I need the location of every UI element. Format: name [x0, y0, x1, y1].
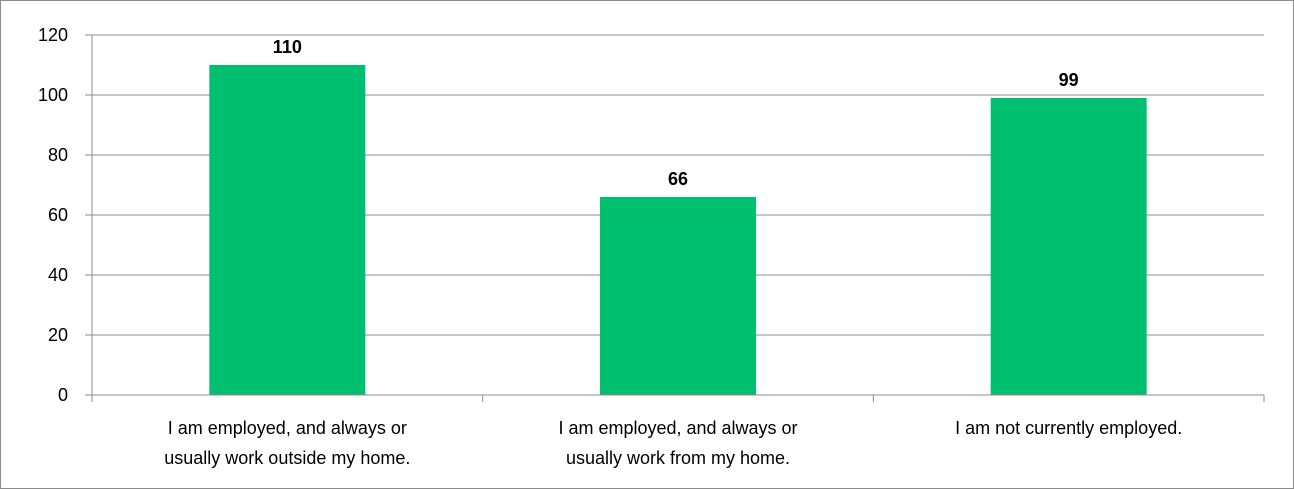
y-tick-label: 40	[48, 265, 68, 285]
y-tick-label: 80	[48, 145, 68, 165]
bar	[209, 65, 366, 395]
y-tick-label: 100	[38, 85, 68, 105]
x-category-label: usually work from my home.	[566, 448, 790, 468]
x-category-label: usually work outside my home.	[164, 448, 410, 468]
y-tick-label: 60	[48, 205, 68, 225]
x-category-label: I am employed, and always or	[558, 418, 797, 438]
y-tick-label: 20	[48, 325, 68, 345]
data-label: 66	[668, 169, 688, 189]
x-category-label: I am not currently employed.	[955, 418, 1182, 438]
y-tick-label: 0	[58, 385, 68, 405]
y-tick-label: 120	[38, 25, 68, 45]
bar	[600, 197, 756, 395]
data-label: 99	[1059, 70, 1079, 90]
x-category-label: I am employed, and always or	[168, 418, 407, 438]
data-label: 110	[273, 37, 302, 57]
bar	[990, 98, 1147, 395]
